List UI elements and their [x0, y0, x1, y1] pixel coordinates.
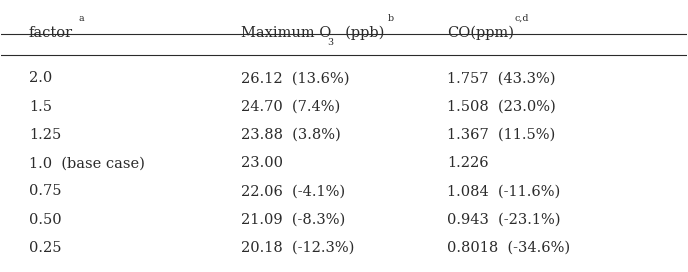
Text: 1.367  (11.5%): 1.367 (11.5%)	[447, 128, 555, 142]
Text: 23.88  (3.8%): 23.88 (3.8%)	[241, 128, 341, 142]
Text: b: b	[388, 14, 394, 23]
Text: 23.00: 23.00	[241, 156, 283, 170]
Text: 0.25: 0.25	[29, 241, 61, 255]
Text: (ppb): (ppb)	[336, 26, 384, 40]
Text: 0.943  (-23.1%): 0.943 (-23.1%)	[447, 213, 560, 227]
Text: 0.50: 0.50	[29, 213, 61, 227]
Text: 1.508  (23.0%): 1.508 (23.0%)	[447, 100, 555, 114]
Text: 1.084  (-11.6%): 1.084 (-11.6%)	[447, 184, 560, 199]
Text: CO(ppm): CO(ppm)	[447, 26, 514, 40]
Text: a: a	[78, 14, 84, 23]
Text: 20.18  (-12.3%): 20.18 (-12.3%)	[241, 241, 354, 255]
Text: 1.757  (43.3%): 1.757 (43.3%)	[447, 71, 555, 85]
Text: 1.5: 1.5	[29, 100, 52, 114]
Text: 1.0  (base case): 1.0 (base case)	[29, 156, 144, 170]
Text: 1.226: 1.226	[447, 156, 488, 170]
Text: 3: 3	[327, 38, 334, 47]
Text: 1.25: 1.25	[29, 128, 61, 142]
Text: 0.75: 0.75	[29, 184, 61, 199]
Text: Maximum O: Maximum O	[241, 26, 332, 40]
Text: 21.09  (-8.3%): 21.09 (-8.3%)	[241, 213, 345, 227]
Text: 0.8018  (-34.6%): 0.8018 (-34.6%)	[447, 241, 570, 255]
Text: 2.0: 2.0	[29, 71, 52, 85]
Text: factor: factor	[29, 26, 73, 40]
Text: 24.70  (7.4%): 24.70 (7.4%)	[241, 100, 341, 114]
Text: 22.06  (-4.1%): 22.06 (-4.1%)	[241, 184, 345, 199]
Text: c,d: c,d	[515, 14, 529, 23]
Text: 26.12  (13.6%): 26.12 (13.6%)	[241, 71, 350, 85]
